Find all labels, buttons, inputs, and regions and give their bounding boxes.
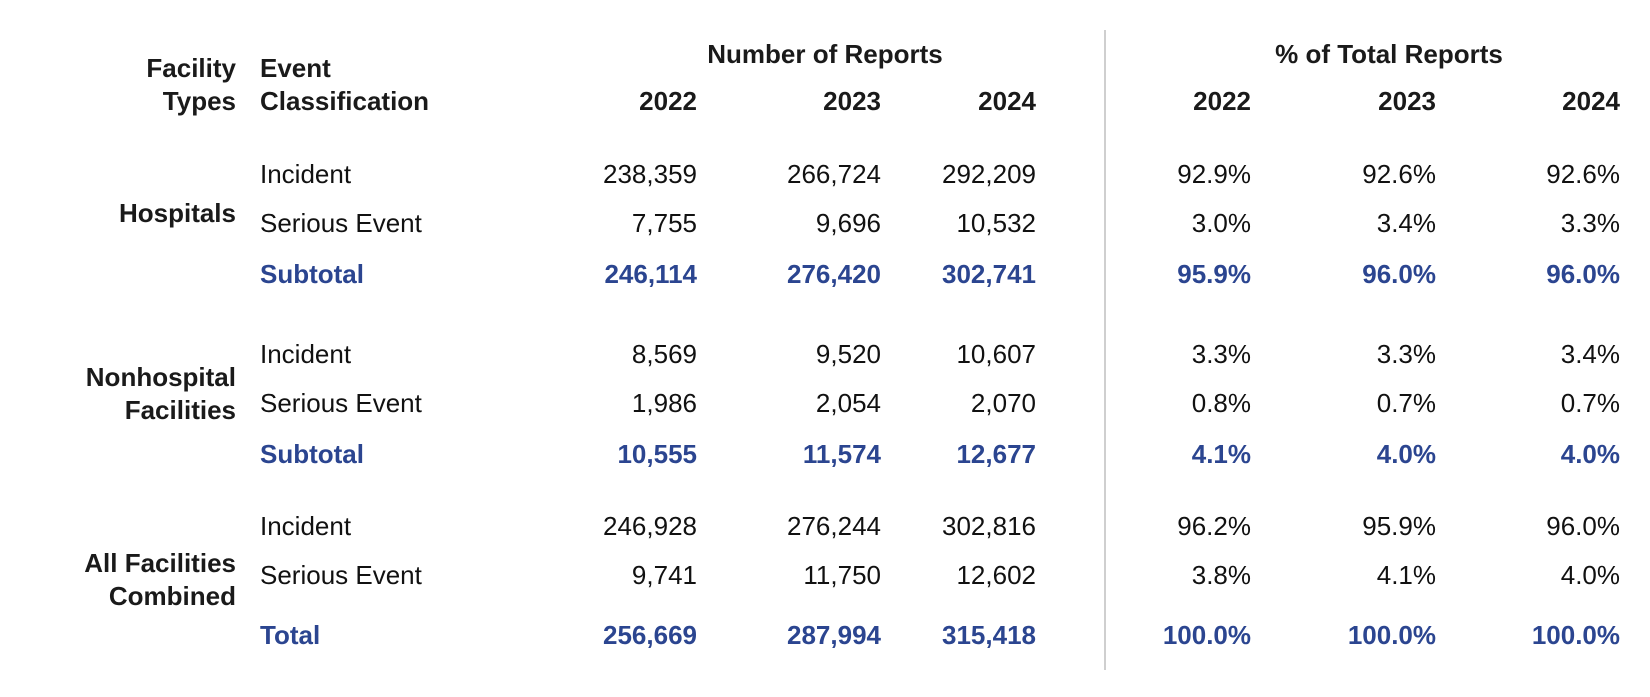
pct-total-cell: 100.0% (1531, 620, 1620, 650)
event-classification-label: Serious Event (260, 560, 422, 590)
pct-total-cell: 4.1% (1376, 560, 1436, 590)
facility-type-label: Nonhospital (85, 362, 236, 392)
pct-total-cell: 3.3% (1191, 339, 1251, 369)
pct-total-cell: 3.3% (1560, 208, 1620, 238)
year-header: 2024 (1562, 86, 1620, 116)
report-count-cell: 256,669 (603, 620, 697, 650)
pct-total-cell: 96.0% (1362, 259, 1436, 289)
pct-total-cell: 95.9% (1362, 511, 1436, 541)
event-classification-header: Classification (260, 86, 430, 116)
event-classification-label: Subtotal (260, 439, 364, 469)
report-count-cell: 276,420 (787, 259, 881, 289)
number-of-reports-header: Number of Reports (707, 39, 943, 69)
pct-total-cell: 3.4% (1560, 339, 1620, 369)
year-header: 2022 (1193, 86, 1251, 116)
event-classification-label: Incident (260, 159, 352, 189)
report-count-cell: 7,755 (631, 208, 697, 238)
pct-total-cell: 96.2% (1177, 511, 1251, 541)
report-count-cell: 266,724 (787, 159, 881, 189)
report-count-cell: 8,569 (631, 339, 697, 369)
report-count-cell: 238,359 (603, 159, 697, 189)
report-count-cell: 11,750 (803, 560, 881, 590)
event-classification-label: Subtotal (260, 259, 364, 289)
event-classification-label: Incident (260, 511, 352, 541)
pct-total-cell: 3.0% (1191, 208, 1251, 238)
event-classification-label: Total (260, 620, 321, 650)
pct-total-cell: 3.8% (1191, 560, 1251, 590)
facility-type-label: Combined (108, 581, 236, 611)
report-count-cell: 9,741 (631, 560, 697, 590)
report-count-cell: 9,696 (815, 208, 881, 238)
report-count-cell: 302,816 (942, 511, 1036, 541)
pct-total-cell: 4.0% (1560, 560, 1620, 590)
event-classification-label: Serious Event (260, 388, 422, 418)
report-count-cell: 12,602 (956, 560, 1036, 590)
pct-total-cell: 95.9% (1177, 259, 1251, 289)
report-count-cell: 302,741 (942, 259, 1036, 289)
pct-total-cell: 0.7% (1560, 388, 1620, 418)
report-count-cell: 2,054 (815, 388, 881, 418)
pct-total-cell: 96.0% (1546, 511, 1620, 541)
pct-total-cell: 0.8% (1191, 388, 1251, 418)
pct-total-cell: 4.0% (1560, 439, 1620, 469)
pct-total-cell: 92.6% (1546, 159, 1620, 189)
report-count-cell: 10,532 (956, 208, 1036, 238)
pct-total-cell: 100.0% (1162, 620, 1251, 650)
column-divider (1104, 30, 1106, 670)
report-count-cell: 292,209 (942, 159, 1036, 189)
report-count-cell: 2,070 (970, 388, 1036, 418)
year-header: 2024 (978, 86, 1036, 116)
event-classification-header: Event (260, 53, 331, 83)
pct-total-cell: 4.0% (1376, 439, 1436, 469)
year-header: 2023 (823, 86, 881, 116)
report-count-cell: 276,244 (787, 511, 881, 541)
report-count-cell: 315,418 (942, 620, 1036, 650)
pct-total-reports-header: % of Total Reports (1275, 39, 1503, 69)
pct-total-cell: 100.0% (1347, 620, 1436, 650)
facility-type-label: All Facilities (84, 548, 236, 578)
pct-total-cell: 3.4% (1376, 208, 1436, 238)
report-count-cell: 246,928 (603, 511, 697, 541)
facility-types-header: Types (162, 86, 236, 116)
pct-total-cell: 96.0% (1546, 259, 1620, 289)
event-classification-label: Incident (260, 339, 352, 369)
year-header: 2023 (1378, 86, 1436, 116)
pct-total-cell: 3.3% (1376, 339, 1436, 369)
report-count-cell: 287,994 (787, 620, 881, 650)
pct-total-cell: 0.7% (1376, 388, 1436, 418)
facility-type-label: Hospitals (118, 198, 236, 228)
pct-total-cell: 92.9% (1177, 159, 1251, 189)
pct-total-cell: 4.1% (1191, 439, 1251, 469)
pct-total-cell: 92.6% (1362, 159, 1436, 189)
report-count-cell: 246,114 (604, 259, 697, 289)
report-count-cell: 10,555 (617, 439, 697, 469)
report-count-cell: 9,520 (815, 339, 881, 369)
report-count-cell: 1,986 (631, 388, 697, 418)
report-count-cell: 10,607 (956, 339, 1036, 369)
facility-types-header: Facility (146, 53, 236, 83)
report-count-cell: 12,677 (956, 439, 1036, 469)
report-count-cell: 11,574 (802, 439, 881, 469)
facility-type-label: Facilities (124, 395, 236, 425)
event-classification-label: Serious Event (260, 208, 422, 238)
year-header: 2022 (639, 86, 697, 116)
